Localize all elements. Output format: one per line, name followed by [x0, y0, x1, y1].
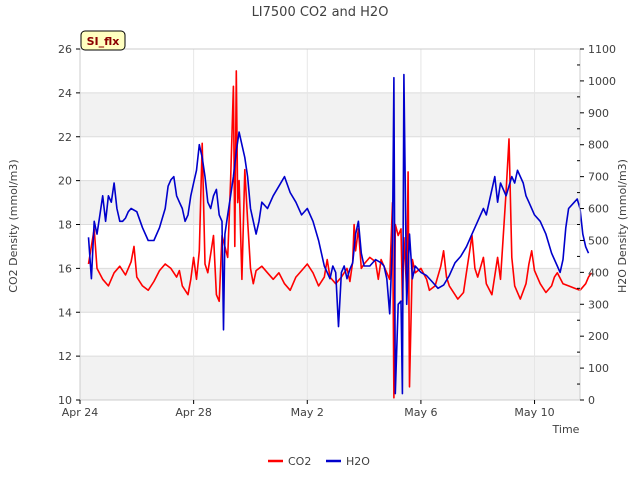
x-axis-label: Time [552, 423, 580, 436]
y-right-tick-label: 500 [588, 234, 609, 247]
y-right-tick-label: 200 [588, 330, 609, 343]
y-left-tick-label: 16 [58, 262, 72, 275]
x-tick-label: May 2 [291, 406, 324, 419]
grid-band [80, 356, 580, 400]
badge-box [80, 30, 126, 51]
series-layer [87, 70, 593, 399]
y-left-tick-label: 14 [58, 306, 72, 319]
y-right-tick-label: 900 [588, 107, 609, 120]
y-left-tick-label: 24 [58, 87, 72, 100]
si-flx-badge: SI_flx [80, 30, 126, 51]
y-left-tick-label: 10 [58, 394, 72, 407]
y-left-tick-label: 26 [58, 43, 72, 56]
y-right-tick-label: 300 [588, 298, 609, 311]
y-axis-left-label: CO2 Density (mmol/m3) [7, 159, 20, 292]
x-tick-label: Apr 24 [62, 406, 99, 419]
grid-band [80, 92, 580, 137]
y-right-tick-label: 700 [588, 171, 609, 184]
y-right-tick-label: 800 [588, 139, 609, 152]
y-axis-right-label: H2O Density (mmol/m3) [616, 159, 629, 293]
x-tick-label: May 10 [514, 406, 554, 419]
legend-label-co2: CO2 [288, 455, 311, 468]
series-line-co2 [87, 70, 593, 399]
y-right-tick-label: 0 [588, 394, 595, 407]
y-left-tick-label: 18 [58, 219, 72, 232]
y-right-tick-label: 600 [588, 203, 609, 216]
y-right-tick-label: 100 [588, 362, 609, 375]
y-left-tick-label: 20 [58, 175, 72, 188]
y-left-tick-label: 12 [58, 350, 72, 363]
y-left-tick-label: 22 [58, 131, 72, 144]
x-tick-label: May 6 [404, 406, 437, 419]
chart-title: LI7500 CO2 and H2O [252, 5, 389, 20]
y-right-tick-label: 400 [588, 266, 609, 279]
y-right-tick-label: 1000 [588, 75, 616, 88]
x-tick-label: Apr 28 [175, 406, 212, 419]
axes: 10 12 14 16 18 20 22 24 26 0 100 200 300 400 500 600 700… [58, 43, 616, 419]
legend: CO2 H2O [268, 455, 370, 468]
badge-label: SI_flx [87, 35, 120, 48]
legend-label-h2o: H2O [346, 455, 370, 468]
y-right-tick-label: 1100 [588, 43, 616, 56]
series-line-h2o [87, 73, 590, 395]
